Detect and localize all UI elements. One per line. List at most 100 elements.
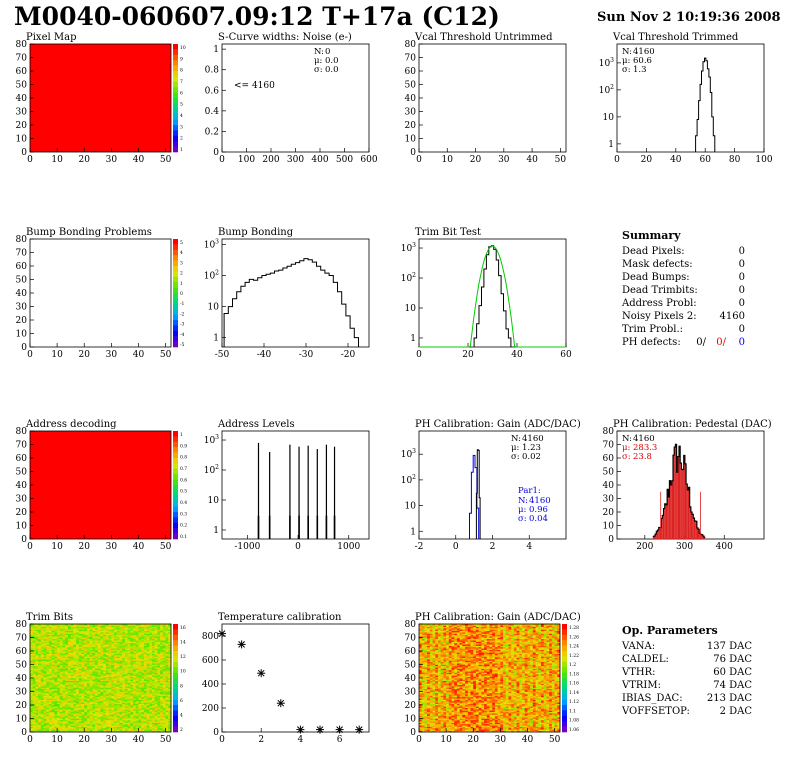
palette-label: 3 bbox=[180, 124, 183, 130]
y-tick-label: 10 bbox=[405, 304, 417, 314]
x-tick-label: 40 bbox=[133, 155, 145, 165]
chart-vcal-trimmed: Vcal Threshold Trimmed 0 20 40 60 80 100 1 10 102… bbox=[599, 32, 773, 165]
x-tick-label: 0 bbox=[27, 350, 33, 360]
y-tick-label: 70 bbox=[16, 249, 28, 259]
chart-annotation: <= 4160 bbox=[234, 81, 275, 91]
pedestal-bin bbox=[681, 469, 683, 539]
x-tick-label: 10 bbox=[51, 542, 63, 552]
palette-label: 1.24 bbox=[569, 644, 579, 650]
y-tick-label: 20 bbox=[16, 316, 28, 326]
stat2-value: 0.04 bbox=[529, 514, 548, 524]
plot-frame bbox=[221, 430, 370, 540]
x-tick-label: 10 bbox=[51, 735, 63, 745]
x-tick-label: 30 bbox=[495, 735, 507, 745]
palette-label: 0.5 bbox=[180, 489, 187, 495]
summary-label: Dead Pixels: bbox=[622, 246, 685, 257]
pedestal-bin bbox=[677, 456, 679, 539]
palette-bar: 5 4 3 2 1 0 -1 -2 -3 -4 -5 bbox=[173, 239, 185, 348]
plot-frame bbox=[221, 43, 370, 153]
x-tick-label: 80 bbox=[729, 155, 741, 165]
chart-vcal-untrimmed: Vcal Threshold Untrimmed 0 10 20 30 40 50 0 10 20… bbox=[405, 32, 567, 165]
y-tick-label: 40 bbox=[16, 289, 28, 299]
y-tick-label: 0 bbox=[21, 728, 27, 738]
x-tick-label: 40 bbox=[522, 735, 534, 745]
y-tick-label: 30 bbox=[16, 303, 28, 313]
op-parameter-label: VTHR: bbox=[621, 667, 656, 678]
summary-value: 0 bbox=[739, 324, 745, 335]
stat2-label: N: bbox=[518, 496, 528, 506]
pedestal-bin bbox=[674, 447, 676, 539]
palette-bar: 1 0.9 0.8 0.7 0.6 0.5 0.4 0.3 0.2 0.1 bbox=[173, 431, 187, 540]
ph-defects-value: 0 bbox=[739, 337, 745, 348]
x-tick-label: 100 bbox=[755, 155, 772, 165]
x-tick-label: 30 bbox=[106, 735, 118, 745]
palette-label: 2 bbox=[180, 271, 183, 277]
palette-label: 2 bbox=[180, 136, 183, 142]
scatter-point bbox=[296, 725, 305, 734]
y-tick-label: 40 bbox=[16, 481, 28, 491]
chart-trim-bit-test: Trim Bit Test 0 20 40 60 1 10 102 103 bbox=[401, 227, 572, 360]
y-tick-label: 40 bbox=[405, 94, 417, 104]
x-tick-label: 40 bbox=[133, 350, 145, 360]
y-tick-label: 1 bbox=[410, 334, 416, 344]
pedestal-bin bbox=[688, 487, 690, 539]
chart-title: Bump Bonding Problems bbox=[26, 227, 152, 238]
stat-label: σ: bbox=[622, 65, 631, 75]
y-tick-label: 60 bbox=[405, 647, 417, 657]
histogram-series-1 bbox=[469, 454, 480, 539]
stat-value: 4160 bbox=[633, 434, 655, 444]
y-tick-label: 0 bbox=[608, 535, 614, 545]
stat-value: 0.0 bbox=[325, 56, 339, 66]
x-tick-label: 40 bbox=[670, 155, 682, 165]
y-tick-label: 20 bbox=[16, 508, 28, 518]
y-tick-label: 50 bbox=[603, 468, 615, 478]
x-tick-label: 20 bbox=[470, 155, 482, 165]
pedestal-bin bbox=[684, 463, 687, 539]
palette-label: 4 bbox=[180, 712, 183, 718]
x-tick-label: 0 bbox=[453, 542, 459, 552]
fit-curve bbox=[419, 245, 566, 348]
x-tick-label: 10 bbox=[51, 155, 63, 165]
palette-label: 0.4 bbox=[180, 500, 187, 506]
pedestal-bin bbox=[683, 455, 685, 539]
plot-frame bbox=[29, 238, 172, 348]
x-tick-label: 0 bbox=[416, 155, 422, 165]
y-tick-label: 60 bbox=[603, 454, 615, 464]
stat-label: N: bbox=[622, 434, 632, 444]
palette-label: 2 bbox=[180, 727, 183, 733]
y-tick-label: 30 bbox=[16, 688, 28, 698]
y-tick-label: 0 bbox=[213, 728, 219, 738]
heatmap-fill bbox=[30, 44, 171, 152]
x-tick-label: -20 bbox=[341, 350, 356, 360]
pedestal-bin bbox=[675, 444, 677, 539]
y-tick-label: 50 bbox=[16, 81, 28, 91]
palette-label: 1 bbox=[180, 432, 183, 438]
palette-label: 4 bbox=[180, 250, 183, 256]
palette-bar: 16 14 12 10 8 6 4 2 bbox=[173, 624, 186, 733]
x-tick-label: 20 bbox=[468, 735, 480, 745]
y-tick-label: 10 bbox=[16, 522, 28, 532]
stat-value: 1.3 bbox=[633, 65, 647, 75]
x-tick-label: -50 bbox=[215, 350, 230, 360]
y-tick-label: 103 bbox=[204, 238, 219, 250]
chart-title: Pixel Map bbox=[26, 32, 76, 43]
op-parameter-label: VOFFSETOP: bbox=[621, 706, 690, 717]
y-tick-label: 60 bbox=[16, 67, 28, 77]
y-tick-label: 10 bbox=[405, 715, 417, 725]
summary-label: Trim Probl.: bbox=[622, 324, 683, 335]
y-tick-label: 400 bbox=[202, 680, 219, 690]
y-tick-label: 70 bbox=[16, 441, 28, 451]
chart-title: Trim Bits bbox=[26, 612, 73, 623]
x-tick-label: 20 bbox=[79, 735, 91, 745]
y-tick-label: 10 bbox=[16, 135, 28, 145]
y-tick-label: 103 bbox=[401, 448, 416, 460]
chart-address-decoding: Address decoding 1 0.9 0.8 0.7 0.6 0.5 0.4 0.3 0.… bbox=[16, 419, 188, 552]
x-tick-label: 50 bbox=[160, 350, 172, 360]
summary-value: 0 bbox=[739, 285, 745, 296]
histogram bbox=[695, 57, 716, 152]
x-tick-label: 400 bbox=[311, 155, 328, 165]
y-tick-label: 1 bbox=[213, 45, 219, 55]
palette-label: 1.08 bbox=[569, 718, 579, 724]
op-parameter-value: 213 DAC bbox=[707, 693, 753, 704]
